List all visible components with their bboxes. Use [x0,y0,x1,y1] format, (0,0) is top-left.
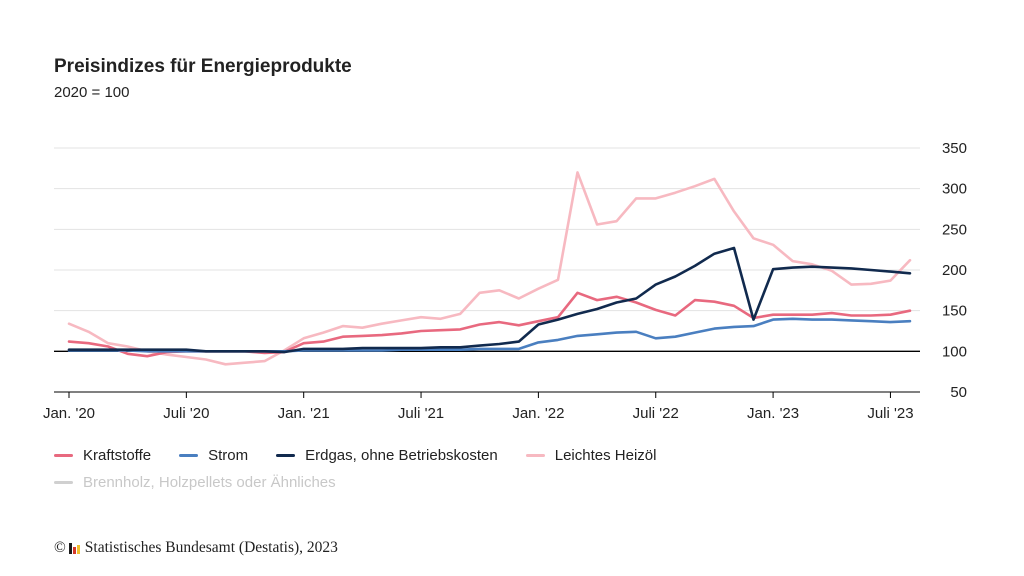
y-tick-label: 50 [950,384,967,401]
series-lines [67,171,912,366]
legend-label: Kraftstoffe [83,446,152,464]
legend-swatch-brennholz [54,480,73,484]
legend-label: Brennholz, Holzpellets oder Ähnliches [83,473,336,491]
y-tick-label: 250 [942,221,967,238]
x-tick-label: Jan. '21 [278,405,330,420]
x-tick-label: Juli '23 [867,405,913,420]
y-tick-label: 350 [942,140,967,157]
source-text: Statistisches Bundesamt (Destatis), 2023 [84,539,338,556]
legend-label: Erdgas, ohne Betriebskosten [305,446,498,464]
legend-swatch-heizoel [525,453,545,457]
x-tick-label: Jan. '20 [43,405,95,420]
x-tick-label: Jan. '23 [747,405,799,420]
legend-item-kraftstoffe[interactable]: Kraftstoffe [54,447,151,464]
x-tick-label: Juli '22 [633,405,679,420]
legend-row: Kraftstoffe Strom Erdgas, ohne Betriebsk… [54,444,774,466]
axis-ticks: 50 100 150 200 250 300 350 Jan. '20 Juli '20 Jan.… [43,140,967,420]
legend-swatch-kraftstoffe [54,453,73,457]
series-line-erdgas-ohne-betriebskosten[interactable] [67,246,912,354]
copyright-icon: © [54,539,66,556]
y-tick-label: 300 [942,181,967,198]
legend-item-heizoel[interactable]: Leichtes Heizöl [525,446,657,464]
y-tick-label: 200 [942,262,967,279]
x-tick-label: Jan. '22 [512,405,564,420]
legend-label: Leichtes Heizöl [554,446,657,464]
x-tick-label: Juli '21 [398,405,444,420]
legend-item-erdgas[interactable]: Erdgas, ohne Betriebskosten [276,447,498,464]
chart-subtitle: 2020 = 100 [54,84,130,101]
legend-swatch-strom [179,453,199,457]
legend: Kraftstoffe Strom Erdgas, ohne Betriebsk… [54,444,774,498]
series-line-leichtes-heiz-l[interactable] [67,171,912,366]
line-chart: 50 100 150 200 250 300 350 Jan. '20 Juli '20 Jan.… [43,140,967,420]
series-line-kraftstoffe[interactable] [67,291,912,358]
destatis-logo-icon [68,542,81,554]
legend-item-brennholz[interactable]: Brennholz, Holzpellets oder Ähnliches [54,474,336,491]
legend-item-strom[interactable]: Strom [179,447,248,464]
legend-row: Brennholz, Holzpellets oder Ähnliches [54,471,774,493]
y-tick-label: 150 [942,303,967,320]
y-tick-label: 100 [942,343,967,360]
source-footer: © Statistisches Bundesamt (Destatis), 20… [54,539,338,557]
chart-title: Preisindizes für Energieprodukte [54,56,352,77]
x-tick-label: Juli '20 [163,405,209,420]
legend-label: Strom [208,446,249,464]
legend-swatch-erdgas [276,453,296,457]
